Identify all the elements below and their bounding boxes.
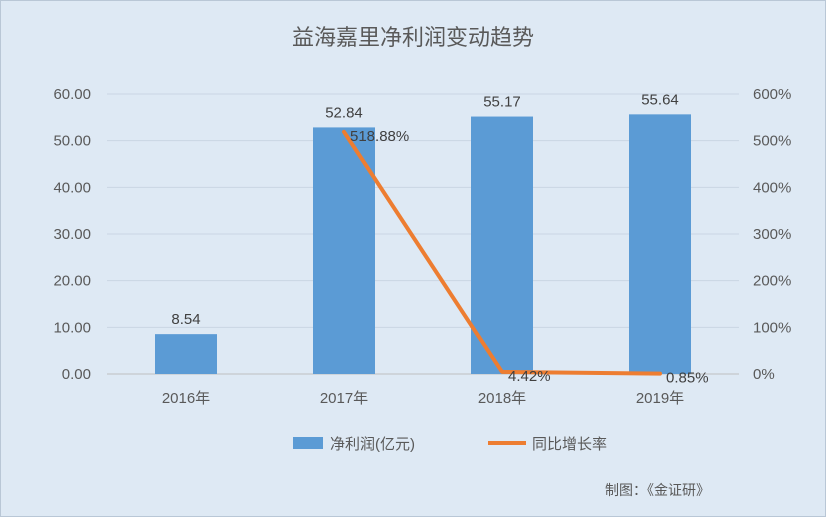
y-right-tick-label: 200% — [753, 273, 791, 290]
line-data-label: 0.85% — [666, 370, 709, 387]
bar — [313, 127, 375, 374]
y-right-tick-label: 400% — [753, 179, 791, 196]
bar-data-labels: 8.54 52.84 55.17 55.64 — [171, 91, 678, 328]
legend-label: 净利润(亿元) — [330, 436, 415, 453]
growth-line — [342, 129, 662, 376]
y-left-tick-label: 20.00 — [53, 273, 91, 290]
left-axis: 0.00 10.00 20.00 30.00 40.00 50.00 60.00 — [53, 86, 91, 383]
line-data-label: 4.42% — [508, 368, 551, 385]
bar-data-label: 55.17 — [483, 94, 521, 111]
y-left-tick-label: 50.00 — [53, 133, 91, 150]
legend: 净利润(亿元) 同比增长率 — [293, 436, 607, 453]
y-right-tick-label: 600% — [753, 86, 791, 103]
x-tick-label: 2016年 — [162, 390, 210, 407]
y-left-tick-label: 30.00 — [53, 226, 91, 243]
x-tick-label: 2018年 — [478, 390, 526, 407]
y-right-tick-label: 0% — [753, 366, 775, 383]
x-tick-label: 2019年 — [636, 390, 684, 407]
y-left-tick-label: 60.00 — [53, 86, 91, 103]
y-right-tick-label: 100% — [753, 319, 791, 336]
bar — [155, 334, 217, 374]
line-data-label: 518.88% — [350, 128, 409, 145]
source-note: 制图：《金证研》 — [605, 482, 710, 498]
bar-data-label: 8.54 — [171, 311, 200, 328]
y-right-tick-label: 500% — [753, 133, 791, 150]
bar-series — [155, 114, 691, 374]
x-axis: 2016年 2017年 2018年 2019年 — [162, 390, 684, 407]
line-data-labels: 518.88% 4.42% 0.85% — [350, 128, 709, 387]
line-series — [342, 129, 662, 376]
legend-label: 同比增长率 — [532, 436, 607, 453]
right-axis: 0% 100% 200% 300% 400% 500% 600% — [753, 86, 791, 383]
chart-title: 益海嘉里净利润变动趋势 — [292, 25, 534, 50]
x-tick-label: 2017年 — [320, 390, 368, 407]
bar-data-label: 52.84 — [325, 104, 363, 121]
bar — [629, 114, 691, 374]
y-left-tick-label: 0.00 — [62, 366, 91, 383]
bar — [471, 116, 533, 374]
grid — [107, 93, 739, 375]
legend-swatch-bar — [293, 437, 323, 449]
bar-data-label: 55.64 — [641, 91, 679, 108]
y-left-tick-label: 40.00 — [53, 179, 91, 196]
y-right-tick-label: 300% — [753, 226, 791, 243]
y-left-tick-label: 10.00 — [53, 319, 91, 336]
